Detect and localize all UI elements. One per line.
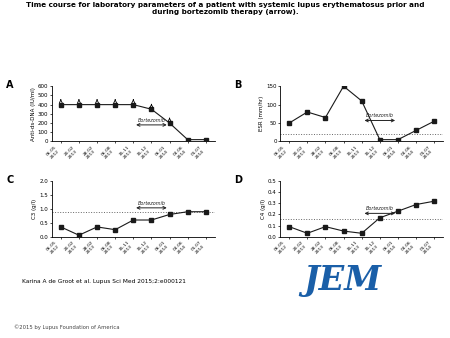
Text: ©2015 by Lupus Foundation of America: ©2015 by Lupus Foundation of America xyxy=(14,324,119,330)
Y-axis label: Anti-ds-DNA (IU/ml): Anti-ds-DNA (IU/ml) xyxy=(31,87,36,141)
Y-axis label: C4 (g/l): C4 (g/l) xyxy=(261,199,266,219)
Text: JEM: JEM xyxy=(303,264,381,297)
Text: Karina A de Groot et al. Lupus Sci Med 2015;2:e000121: Karina A de Groot et al. Lupus Sci Med 2… xyxy=(22,279,186,284)
Y-axis label: ESR (mm/hr): ESR (mm/hr) xyxy=(259,96,264,131)
Text: A: A xyxy=(6,79,14,90)
Text: Time course for laboratory parameters of a patient with systemic lupus erythemat: Time course for laboratory parameters of… xyxy=(26,2,424,15)
Text: D: D xyxy=(234,175,243,185)
Text: B: B xyxy=(234,79,242,90)
Text: Bortezomib: Bortezomib xyxy=(137,118,166,123)
Text: C: C xyxy=(6,175,14,185)
Text: Bortezomib: Bortezomib xyxy=(366,206,394,211)
Text: Bortezomib: Bortezomib xyxy=(137,201,166,206)
Y-axis label: C3 (g/l): C3 (g/l) xyxy=(32,199,37,219)
Text: Bortezomib: Bortezomib xyxy=(366,113,394,118)
